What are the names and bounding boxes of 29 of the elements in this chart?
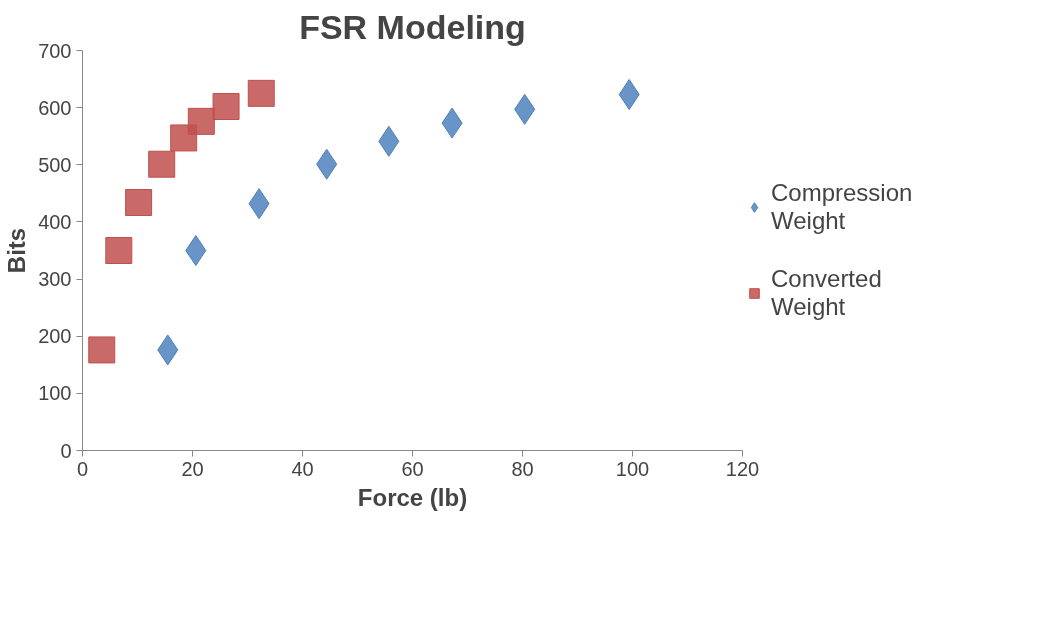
point: [618, 79, 640, 110]
point: [105, 237, 133, 264]
point: [88, 336, 116, 364]
x-tick-label: 60: [401, 457, 424, 480]
point: [247, 79, 275, 107]
x-tick-label: 100: [615, 457, 650, 480]
chart-title: FSR Modeling: [299, 7, 526, 46]
point: [185, 235, 207, 266]
y-tick-label: 0: [60, 439, 72, 462]
point: [148, 150, 176, 178]
point: [125, 189, 153, 216]
y-tick-label: 200: [38, 325, 72, 348]
y-tick-label: 400: [38, 210, 72, 233]
y-tick-label: 100: [38, 382, 72, 405]
x-tick-label: 80: [511, 457, 534, 480]
y-tick-label: 300: [38, 268, 72, 291]
point: [212, 93, 240, 120]
x-tick-label: 120: [725, 457, 760, 480]
legend-label: Converted Weight: [771, 265, 882, 321]
y-tick-label: 600: [38, 96, 72, 119]
y-tick-label: 500: [38, 153, 72, 176]
y-axis-title: Bits: [3, 227, 31, 274]
y-tick-label: 700: [38, 39, 72, 62]
legend-label: Compression Weight: [771, 179, 913, 235]
point: [187, 107, 215, 135]
x-axis-title: Force (lb): [357, 483, 468, 511]
x-tick-label: 40: [291, 457, 314, 480]
x-tick-label: 0: [76, 457, 89, 480]
x-tick-label: 20: [181, 457, 204, 480]
